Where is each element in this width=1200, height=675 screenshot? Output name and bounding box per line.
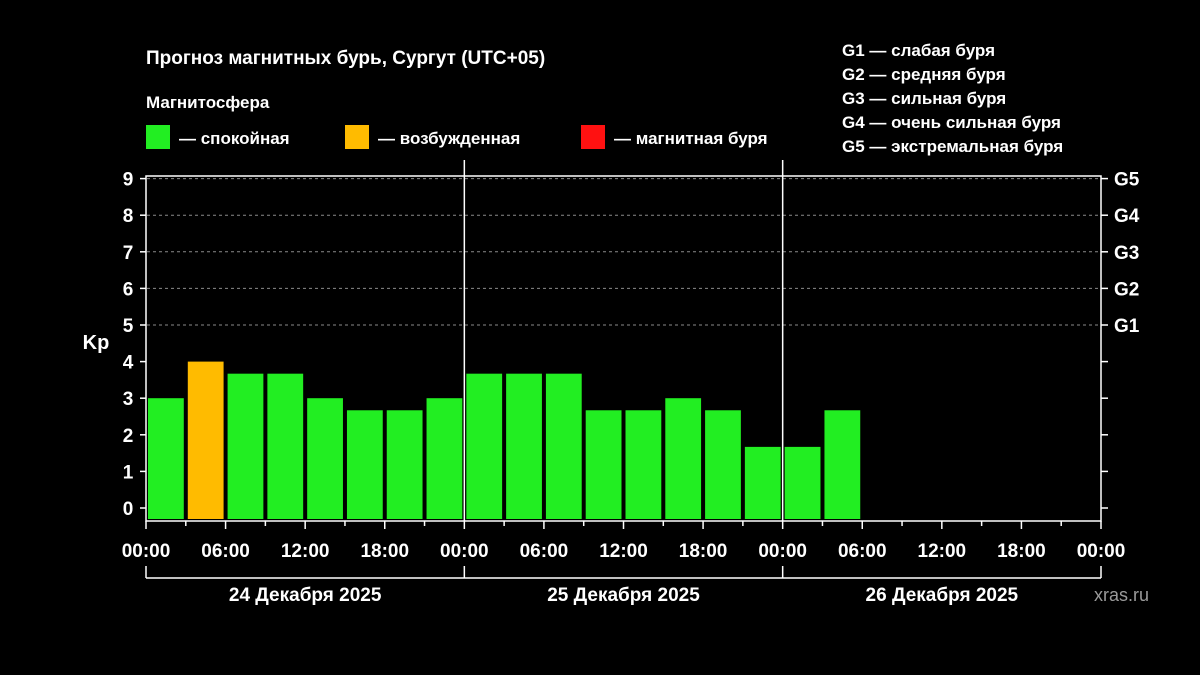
x-tick-label: 06:00 [838,541,887,562]
storm-scale-key: G1 — слабая буря G2 — средняя буря G3 — … [842,41,1063,156]
kp-bar [466,373,503,519]
y-tick-label: 8 [123,206,134,227]
x-tick-label: 12:00 [281,541,330,562]
kp-bar [585,410,622,519]
x-tick-label: 12:00 [599,541,648,562]
y-tick-label: 5 [123,316,134,337]
kp-bar [386,410,423,519]
y-tick-label: 9 [123,170,134,191]
x-tick-label: 18:00 [679,541,728,562]
chart-title: Прогноз магнитных бурь, Сургут (UTC+05) [146,48,545,69]
x-tick-label: 18:00 [360,541,409,562]
kp-bar [784,446,821,519]
x-tick-label: 00:00 [1077,541,1126,562]
kp-bar [148,398,184,519]
x-tick-label: 06:00 [201,541,250,562]
g-level-label: G1 [1114,316,1140,337]
legend-title: Магнитосфера [146,93,270,112]
x-tick-label: 00:00 [758,541,807,562]
kp-bar [545,373,582,519]
storm-scale-g4: G4 — очень сильная буря [842,113,1061,132]
kp-bar [187,361,224,519]
x-tick-label: 06:00 [520,541,569,562]
legend-swatch-quiet [146,125,170,149]
storm-scale-g2: G2 — средняя буря [842,65,1006,84]
g-level-label: G5 [1114,170,1140,191]
x-tick-label: 12:00 [918,541,967,562]
y-tick-label: 7 [123,243,134,264]
legend-label-storm: — магнитная буря [614,129,768,148]
x-tick-label: 00:00 [440,541,489,562]
x-tick-label: 00:00 [122,541,171,562]
y-tick-label: 1 [123,462,134,483]
legend-swatch-storm [581,125,605,149]
storm-scale-g5: G5 — экстремальная буря [842,137,1063,156]
kp-bar [506,373,542,519]
day-label: 26 Декабря 2025 [866,585,1019,606]
legend: — спокойная — возбужденная — магнитная б… [146,125,768,149]
kp-bar [665,398,702,519]
x-tick-label: 18:00 [997,541,1046,562]
plot-area: 0 1 2 3 4 5 6 7 8 9 G1 G2 G3 G4 G5 00:00 06:00 12:00 18:00… [122,160,1140,606]
y-tick-label: 0 [123,499,134,520]
g-level-label: G4 [1114,206,1140,227]
storm-scale-g3: G3 — сильная буря [842,89,1006,108]
kp-bar [426,398,463,519]
y-tick-label: 6 [123,279,134,300]
storm-scale-g1: G1 — слабая буря [842,41,995,60]
g-level-label: G2 [1114,279,1139,300]
g-level-label: G3 [1114,243,1139,264]
kp-bar [625,410,662,519]
y-tick-label: 3 [123,389,134,410]
y-tick-label: 4 [123,353,134,374]
y-tick-label: 2 [123,426,134,447]
legend-label-active: — возбужденная [378,129,520,148]
y-axis-label: Kp [83,332,110,354]
legend-swatch-active [345,125,369,149]
kp-bar [824,410,861,519]
kp-bar [705,410,741,519]
kp-bar [227,373,264,519]
watermark: xras.ru [1094,585,1149,605]
kp-bar [267,373,304,519]
day-label: 25 Декабря 2025 [547,585,700,606]
kp-bar [744,446,781,519]
legend-label-quiet: — спокойная [179,129,290,148]
kp-bar [346,410,383,519]
day-label: 24 Декабря 2025 [229,585,382,606]
kp-bar [307,398,343,519]
